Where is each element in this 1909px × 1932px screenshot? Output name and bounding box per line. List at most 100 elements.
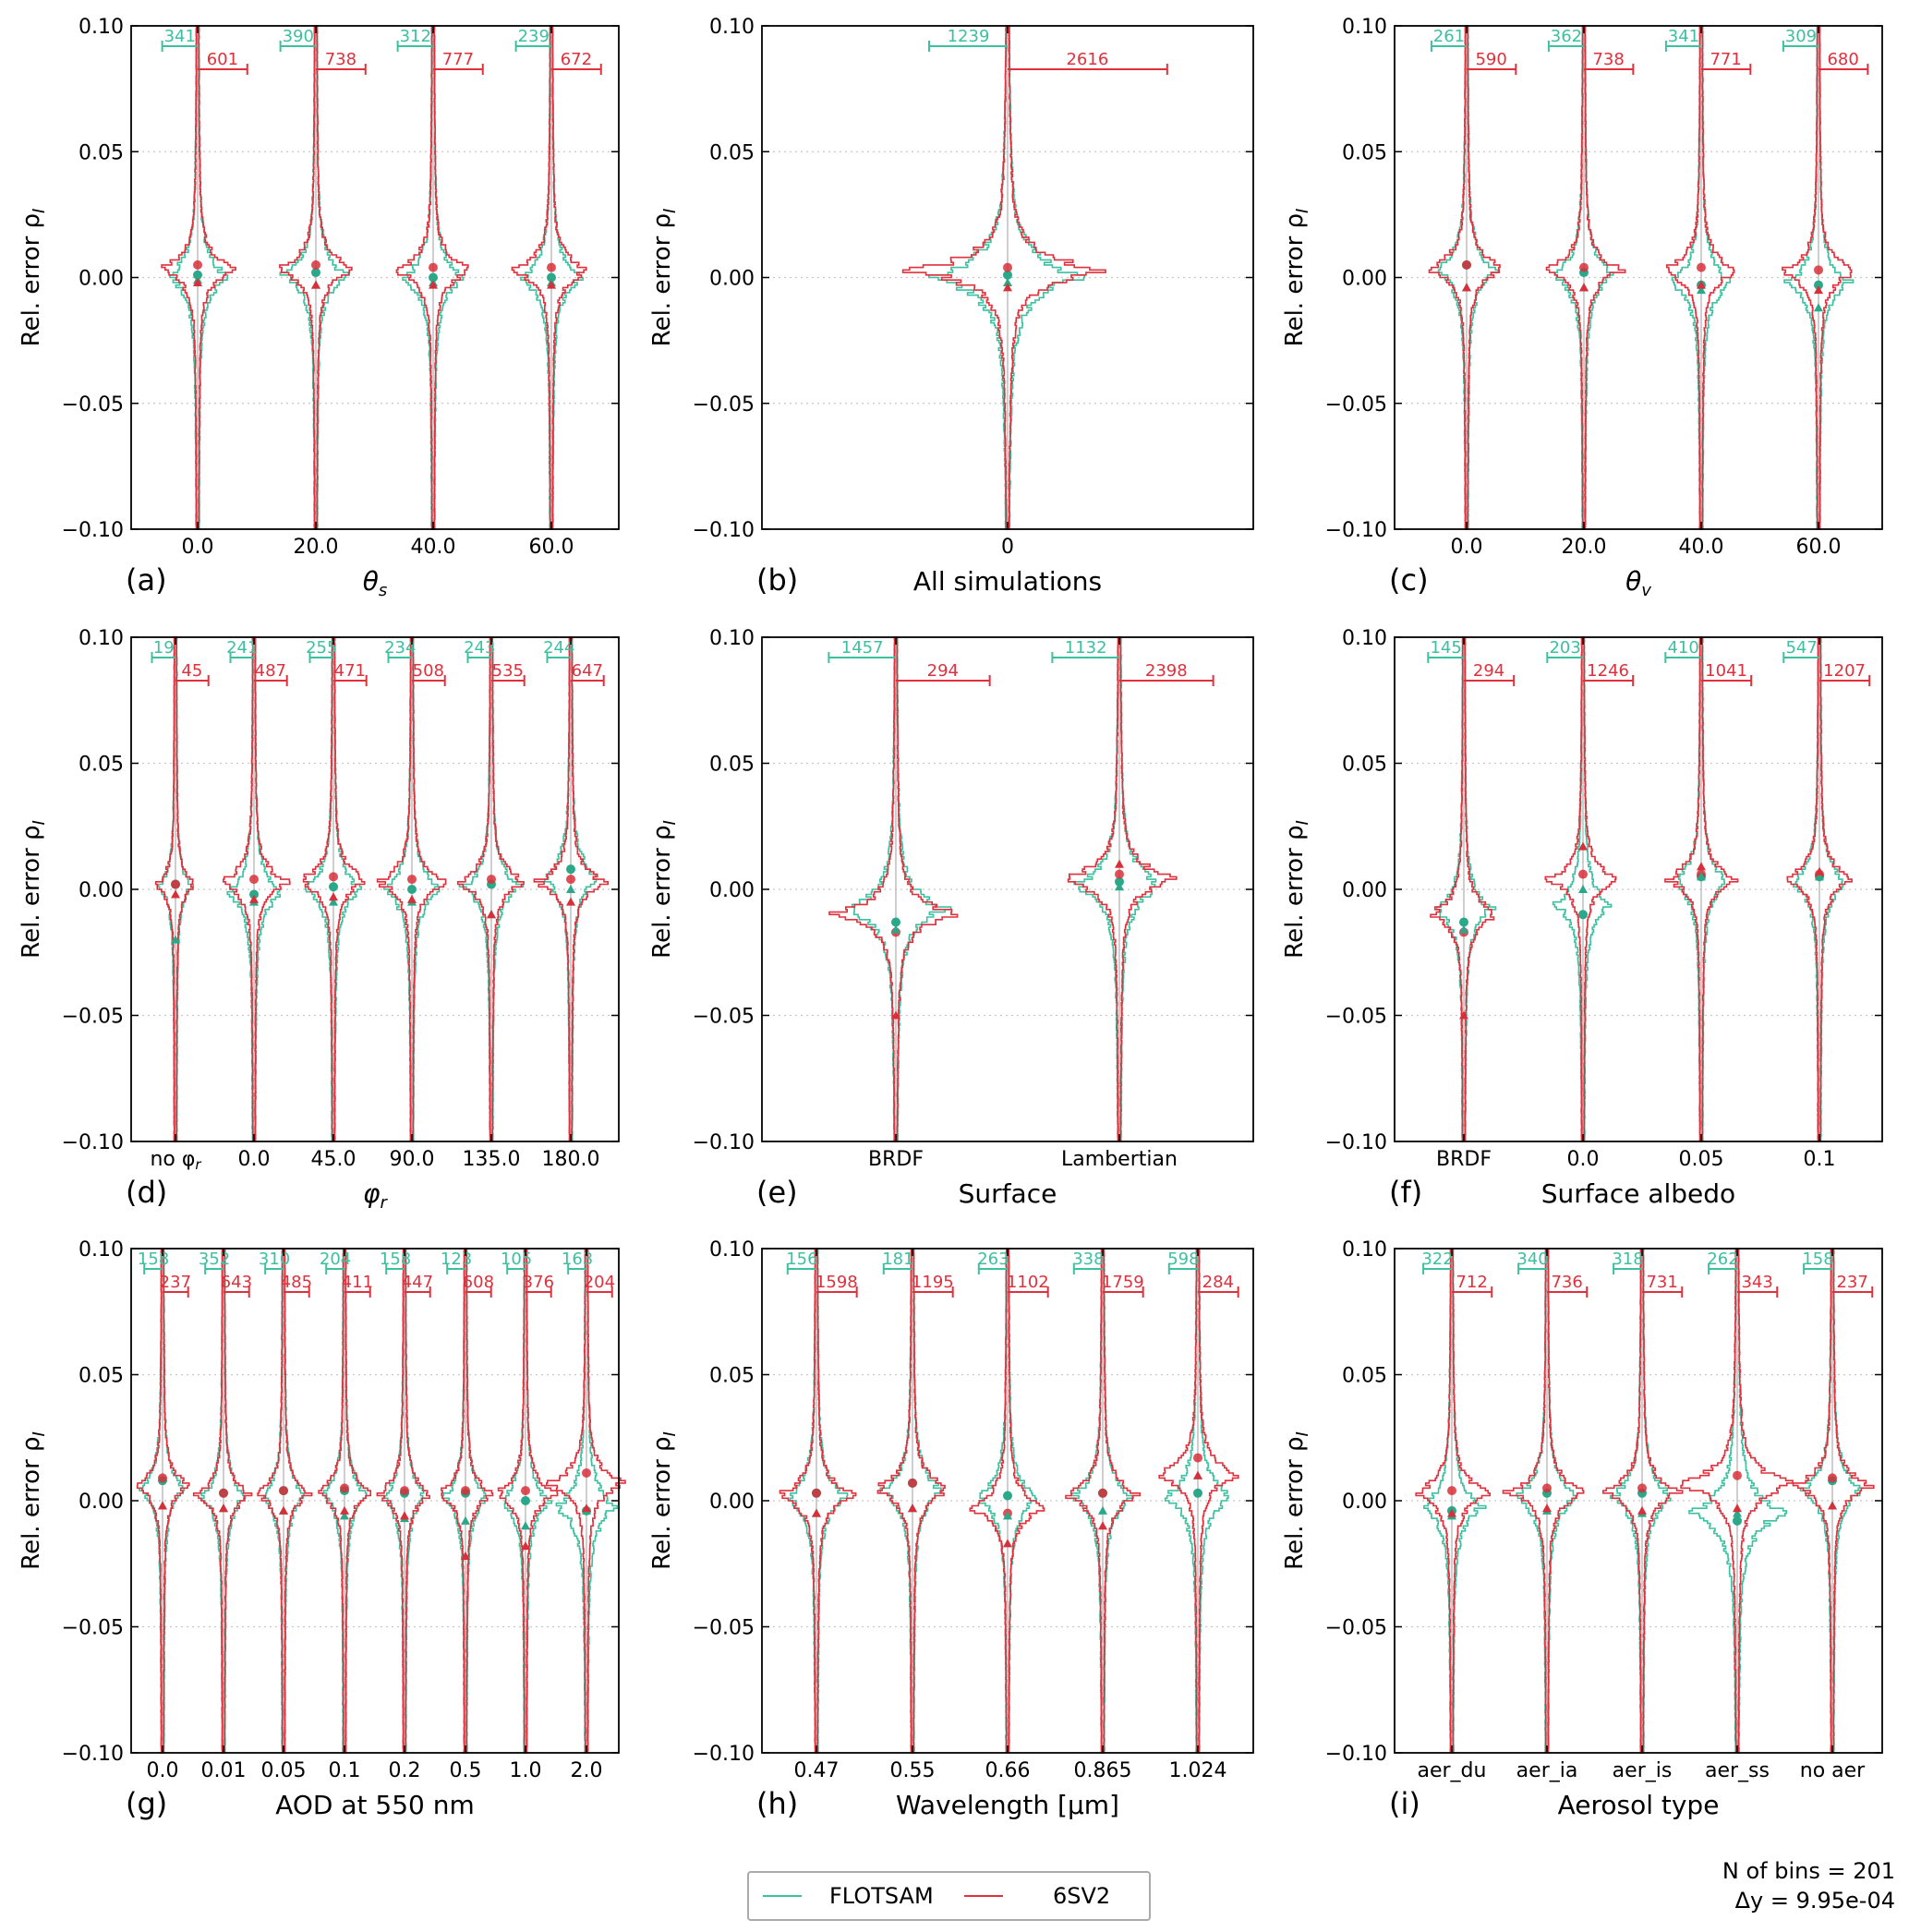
6sv2-violin-outline xyxy=(1428,25,1467,530)
6sv2-median-marker xyxy=(461,1552,470,1561)
flotsam-violin-outline xyxy=(491,636,525,1142)
axes-frame xyxy=(761,636,1254,1142)
violin-1: 1132 2398 xyxy=(1051,636,1214,1142)
6sv2-mean-marker xyxy=(279,1486,288,1496)
x-axis-label: φr xyxy=(363,1178,388,1213)
y-axis-label: Rel. error ρI xyxy=(1281,209,1312,347)
6sv2-count-label: 535 xyxy=(492,661,524,681)
6sv2-mean-marker xyxy=(1542,1483,1552,1493)
flotsam-count-label: 341 xyxy=(1668,27,1699,46)
6sv2-mean-marker xyxy=(340,1483,349,1493)
flotsam-median-marker xyxy=(521,1521,530,1530)
6sv2-count-label: 471 xyxy=(334,661,366,681)
6sv2-violin-outline xyxy=(284,1248,313,1754)
6sv2-mean-marker xyxy=(429,262,438,272)
6sv2-violin-outline xyxy=(526,1248,559,1754)
6sv2-mean-marker xyxy=(1098,1488,1107,1498)
flotsam-mean-marker xyxy=(1578,910,1588,920)
flotsam-count-label: 410 xyxy=(1667,638,1698,658)
y-tick-label: 0.05 xyxy=(79,141,124,164)
x-axis-label: Wavelength [μm] xyxy=(896,1790,1119,1820)
x-tick-label: 135.0 xyxy=(463,1148,521,1171)
6sv2-violin-outline xyxy=(533,636,571,1142)
flotsam-count-label: 181 xyxy=(882,1250,913,1269)
6sv2-mean-marker xyxy=(1578,869,1588,879)
y-axis-label: Rel. error ρI xyxy=(18,820,49,959)
y-axis-label: Rel. error ρI xyxy=(18,209,49,347)
y-tick-label: −0.10 xyxy=(1325,1131,1387,1154)
legend-box xyxy=(747,1871,1151,1921)
6sv2-violin-outline xyxy=(1832,1248,1875,1754)
y-axis-label: Rel. error ρI xyxy=(1281,1431,1312,1570)
6sv2-mean-marker xyxy=(582,1467,591,1478)
y-axis-label-sub: I xyxy=(660,1431,680,1436)
6sv2-mean-marker xyxy=(1697,262,1706,272)
6sv2-median-marker xyxy=(429,280,438,289)
6sv2-violin-outline xyxy=(1782,25,1818,530)
x-tick-label: 1.024 xyxy=(1169,1759,1227,1782)
6sv2-median-marker xyxy=(1193,1470,1202,1479)
violin-1: 203 1246 xyxy=(1544,636,1635,1142)
6sv2-median-marker xyxy=(171,889,180,899)
flotsam-count-label: 123 xyxy=(441,1250,472,1269)
6sv2-violin-outline xyxy=(344,1248,371,1754)
flotsam-violin-outline xyxy=(1198,1248,1229,1754)
x-axis-label: Surface xyxy=(959,1178,1057,1209)
6sv2-count-label: 1246 xyxy=(1587,661,1629,681)
6sv2-violin-outline xyxy=(1680,1248,1737,1754)
y-tick-label: −0.10 xyxy=(1325,519,1387,542)
6sv2-violin-outline xyxy=(1818,25,1853,530)
y-axis-label-sub: I xyxy=(1293,209,1312,213)
flotsam-count-label: 309 xyxy=(1785,27,1817,46)
6sv2-violin-outline xyxy=(405,1248,430,1754)
panel-letter: (g) xyxy=(126,1786,167,1821)
flotsam-count-label: 390 xyxy=(283,27,314,46)
y-tick-label: −0.10 xyxy=(62,1131,124,1154)
6sv2-violin-outline xyxy=(163,1248,190,1754)
6sv2-mean-marker xyxy=(547,262,556,272)
y-tick-label: 0.00 xyxy=(1342,1491,1387,1514)
6sv2-violin-outline xyxy=(318,1248,344,1754)
flotsam-count-label: 105 xyxy=(501,1250,532,1269)
violin-1: 362 738 xyxy=(1545,25,1635,530)
axes-frame xyxy=(130,1248,620,1754)
flotsam-count-label: 244 xyxy=(543,638,574,658)
axes-frame xyxy=(130,636,620,1142)
6sv2-mean-marker xyxy=(908,1478,917,1488)
flotsam-violin-outline xyxy=(1583,636,1613,1142)
legend-flotsam-label: FLOTSAM xyxy=(829,1883,934,1909)
y-axis-label-sub: I xyxy=(30,209,49,213)
6sv2-mean-marker xyxy=(400,1486,409,1496)
x-tick-label: BRDF xyxy=(868,1148,924,1171)
6sv2-count-label: 294 xyxy=(1473,661,1504,681)
y-tick-label: 0.00 xyxy=(709,1491,755,1514)
flotsam-median-marker xyxy=(340,1511,349,1520)
chart-panel-i: 322712aer_du340736aer_ia318731aer_is2623… xyxy=(1281,1238,1883,1821)
chart-panel-a: 341 601 0.0 390 738 20.0 312 777 40.0 239 672 60.0 0… xyxy=(18,16,620,600)
flotsam-mean-marker xyxy=(1459,917,1468,927)
x-tick-label: 45.0 xyxy=(311,1148,356,1171)
y-axis-label: Rel. error ρI xyxy=(648,1431,680,1570)
y-tick-label: −0.05 xyxy=(693,393,755,417)
6sv2-median-marker xyxy=(219,1503,228,1513)
6sv2-count-label: 1598 xyxy=(816,1273,858,1292)
6sv2-median-marker xyxy=(193,277,202,286)
6sv2-violin-outline xyxy=(1602,1248,1642,1754)
6sv2-count-label: 680 xyxy=(1827,50,1858,69)
x-axis-label: All simulations xyxy=(913,566,1102,597)
6sv2-count-label: 485 xyxy=(281,1273,312,1292)
y-tick-label: 0.05 xyxy=(1342,141,1387,164)
flotsam-violin-outline xyxy=(1671,25,1701,530)
flotsam-count-label: 362 xyxy=(1551,27,1582,46)
6sv2-violin-outline xyxy=(279,25,316,530)
x-tick-label: no φr xyxy=(150,1148,201,1173)
bin-info: N of bins = 201 Δy = 9.95e-04 xyxy=(1722,1858,1895,1914)
y-axis-label: Rel. error ρI xyxy=(648,209,680,347)
x-tick-label: 0.01 xyxy=(201,1759,247,1782)
6sv2-violin-outline xyxy=(1642,1248,1684,1754)
6sv2-median-marker xyxy=(1003,283,1012,292)
6sv2-median-marker xyxy=(1447,1508,1456,1517)
y-tick-label: 0.10 xyxy=(79,627,124,650)
